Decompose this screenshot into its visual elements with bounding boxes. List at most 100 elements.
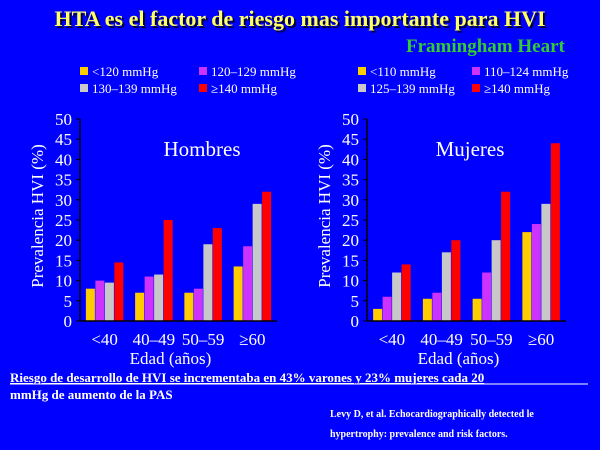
bar-mujeres-≥60-0 — [522, 232, 532, 321]
y-tick-label: 40 — [55, 150, 72, 169]
bar-hombres-<40-1 — [95, 280, 105, 321]
chart-title-mujeres: Mujeres — [436, 137, 505, 161]
bar-mujeres-<40-1 — [382, 296, 392, 321]
y-tick-label: 30 — [55, 191, 72, 210]
y-axis-label: Prevalencia HVI (%) — [28, 144, 47, 288]
bar-mujeres-<40-0 — [373, 308, 383, 321]
bar-hombres-50–59-1 — [193, 288, 203, 321]
legend-label: 125–139 mmHg — [370, 81, 455, 96]
x-axis-label: Edad (años) — [130, 349, 212, 368]
bar-mujeres-50–59-0 — [472, 298, 482, 321]
y-tick-label: 5 — [351, 292, 360, 311]
reference-line-2: hypertrophy: prevalence and risk factors… — [330, 429, 508, 440]
legend-label: 120–129 mmHg — [211, 64, 296, 79]
bar-hombres-<40-2 — [104, 282, 114, 321]
x-tick-label: 40–49 — [420, 330, 463, 349]
y-tick-label: 5 — [64, 292, 73, 311]
legend-item-m-1: 110–124 mmHg — [472, 64, 568, 80]
legend-item-h-0: <120 mmHg — [80, 64, 158, 80]
bar-mujeres-<40-2 — [392, 272, 402, 321]
bar-mujeres-50–59-2 — [491, 240, 501, 321]
y-tick-label: 25 — [55, 211, 72, 230]
x-tick-label: <40 — [379, 330, 406, 349]
bar-hombres-≥60-2 — [252, 203, 262, 321]
reference-line-1: Levy D, et al. Echocardiographically det… — [330, 409, 534, 420]
y-tick-label: 30 — [342, 191, 359, 210]
slide-title: HTA es el factor de riesgo mas important… — [54, 6, 546, 31]
bar-hombres-<40-0 — [85, 288, 95, 321]
bar-hombres-≥60-0 — [233, 266, 243, 321]
y-tick-label: 25 — [342, 211, 359, 230]
legend-item-h-1: 120–129 mmHg — [199, 64, 296, 80]
bar-hombres-≥60-1 — [243, 246, 253, 321]
bar-hombres-50–59-2 — [203, 244, 213, 321]
bar-mujeres-≥60-3 — [550, 143, 560, 321]
legend-swatch — [80, 84, 88, 93]
reference: Levy D, et al. Echocardiographically det… — [330, 405, 534, 445]
bar-hombres-40–49-2 — [154, 274, 164, 321]
y-tick-label: 10 — [55, 272, 72, 291]
bar-hombres-<40-3 — [114, 262, 124, 321]
legend-label: <120 mmHg — [92, 64, 159, 79]
legend-swatch — [358, 84, 366, 93]
legend-swatch — [358, 67, 366, 76]
y-axis-label: Prevalencia HVI (%) — [315, 144, 334, 288]
bar-mujeres-50–59-3 — [501, 191, 511, 321]
footnote-line-1: Riesgo de desarrollo de HVI se increment… — [10, 370, 485, 385]
chart-title-hombres: Hombres — [164, 137, 241, 161]
y-tick-label: 20 — [342, 231, 359, 250]
y-tick-label: 0 — [64, 312, 73, 331]
bar-hombres-50–59-0 — [184, 292, 194, 321]
legend-swatch — [472, 84, 480, 93]
bar-mujeres-≥60-2 — [541, 203, 551, 321]
legend-item-m-3: ≥140 mmHg — [472, 81, 550, 97]
legend-label: 110–124 mmHg — [484, 64, 569, 79]
y-tick-label: 10 — [342, 272, 359, 291]
legend-item-h-2: 130–139 mmHg — [80, 81, 177, 97]
legend-item-h-3: ≥140 mmHg — [199, 81, 277, 97]
x-axis-label: Edad (años) — [418, 349, 500, 368]
bar-mujeres-≥60-1 — [531, 224, 541, 321]
y-tick-label: 20 — [55, 231, 72, 250]
y-tick-label: 35 — [342, 171, 359, 190]
y-tick-label: 40 — [342, 150, 359, 169]
bar-hombres-≥60-3 — [262, 191, 272, 321]
footnote: Riesgo de desarrollo de HVI se increment… — [10, 369, 595, 403]
y-tick-label: 45 — [342, 130, 359, 149]
bar-mujeres-40–49-1 — [432, 292, 442, 321]
y-tick-label: 50 — [342, 110, 359, 129]
bar-mujeres-40–49-3 — [451, 240, 461, 321]
bar-mujeres-40–49-2 — [441, 252, 451, 321]
x-tick-label: ≥60 — [528, 330, 554, 349]
x-tick-label: 50–59 — [470, 330, 513, 349]
bar-hombres-40–49-0 — [135, 292, 145, 321]
x-tick-label: <40 — [91, 330, 118, 349]
bar-hombres-40–49-1 — [144, 276, 154, 321]
legend-swatch — [199, 67, 207, 76]
footnote-line-2: mmHg de aumento de la PAS — [10, 387, 173, 402]
bar-mujeres-<40-3 — [401, 264, 411, 321]
x-tick-label: ≥60 — [239, 330, 265, 349]
y-tick-label: 15 — [342, 251, 359, 270]
legend-label: ≥140 mmHg — [484, 81, 550, 96]
legend-label: ≥140 mmHg — [211, 81, 277, 96]
y-tick-label: 0 — [351, 312, 360, 331]
bar-mujeres-50–59-1 — [482, 272, 492, 321]
legend-label: 130–139 mmHg — [92, 81, 177, 96]
y-tick-label: 35 — [55, 171, 72, 190]
y-tick-label: 45 — [55, 130, 72, 149]
y-tick-label: 15 — [55, 251, 72, 270]
y-tick-label: 50 — [55, 110, 72, 129]
legend-swatch — [80, 67, 88, 76]
legend-label: <110 mmHg — [370, 64, 436, 79]
bar-hombres-50–59-3 — [212, 228, 222, 321]
slide-subtitle: Framingham Heart — [406, 36, 565, 57]
x-tick-label: 50–59 — [182, 330, 225, 349]
legend-swatch — [472, 67, 480, 76]
legend-item-m-2: 125–139 mmHg — [358, 81, 455, 97]
x-tick-label: 40–49 — [133, 330, 176, 349]
legend-swatch — [199, 84, 207, 93]
bar-hombres-40–49-3 — [163, 220, 173, 321]
bar-mujeres-40–49-0 — [422, 298, 432, 321]
